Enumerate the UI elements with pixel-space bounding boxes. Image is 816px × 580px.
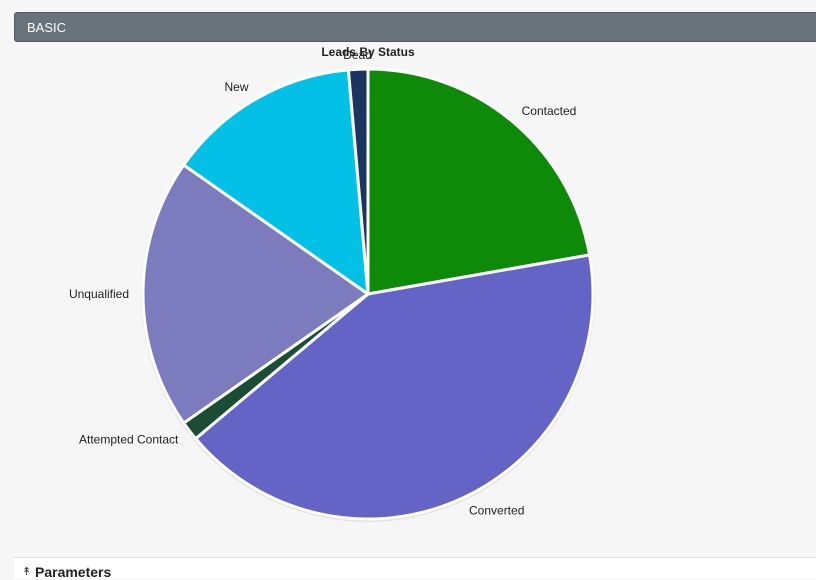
- chart-title: Leads By Status: [321, 45, 415, 59]
- pie-chart: Contacted Converted Attempted Contact Unqua…: [14, 44, 816, 554]
- pie-slice-unqualified[interactable]: [141, 163, 370, 425]
- parameters-section[interactable]: ↟ Parameters: [14, 557, 816, 580]
- pie-slice-converted[interactable]: [194, 253, 595, 521]
- pie-label-attempted-contact: Attempted Contact: [79, 432, 179, 446]
- pie-label-contacted: Contacted: [522, 104, 577, 118]
- panel-title: BASIC: [27, 20, 67, 35]
- pie-slice-contacted[interactable]: [366, 67, 592, 296]
- pie-slice-dead[interactable]: [346, 67, 370, 296]
- pie-slice-new[interactable]: [182, 68, 370, 296]
- pie-label-dead: Dead: [343, 48, 372, 62]
- pie-label-converted: Converted: [469, 504, 524, 518]
- pie-label-new: New: [224, 80, 248, 94]
- panel-header[interactable]: BASIC: [14, 12, 816, 42]
- pie-label-unqualified: Unqualified: [69, 287, 129, 301]
- parameters-label[interactable]: Parameters: [35, 564, 112, 580]
- double-chevron-up-icon[interactable]: ↟: [22, 566, 32, 578]
- pie-chart-svg: Contacted Converted Attempted Contact Unqua…: [69, 45, 595, 522]
